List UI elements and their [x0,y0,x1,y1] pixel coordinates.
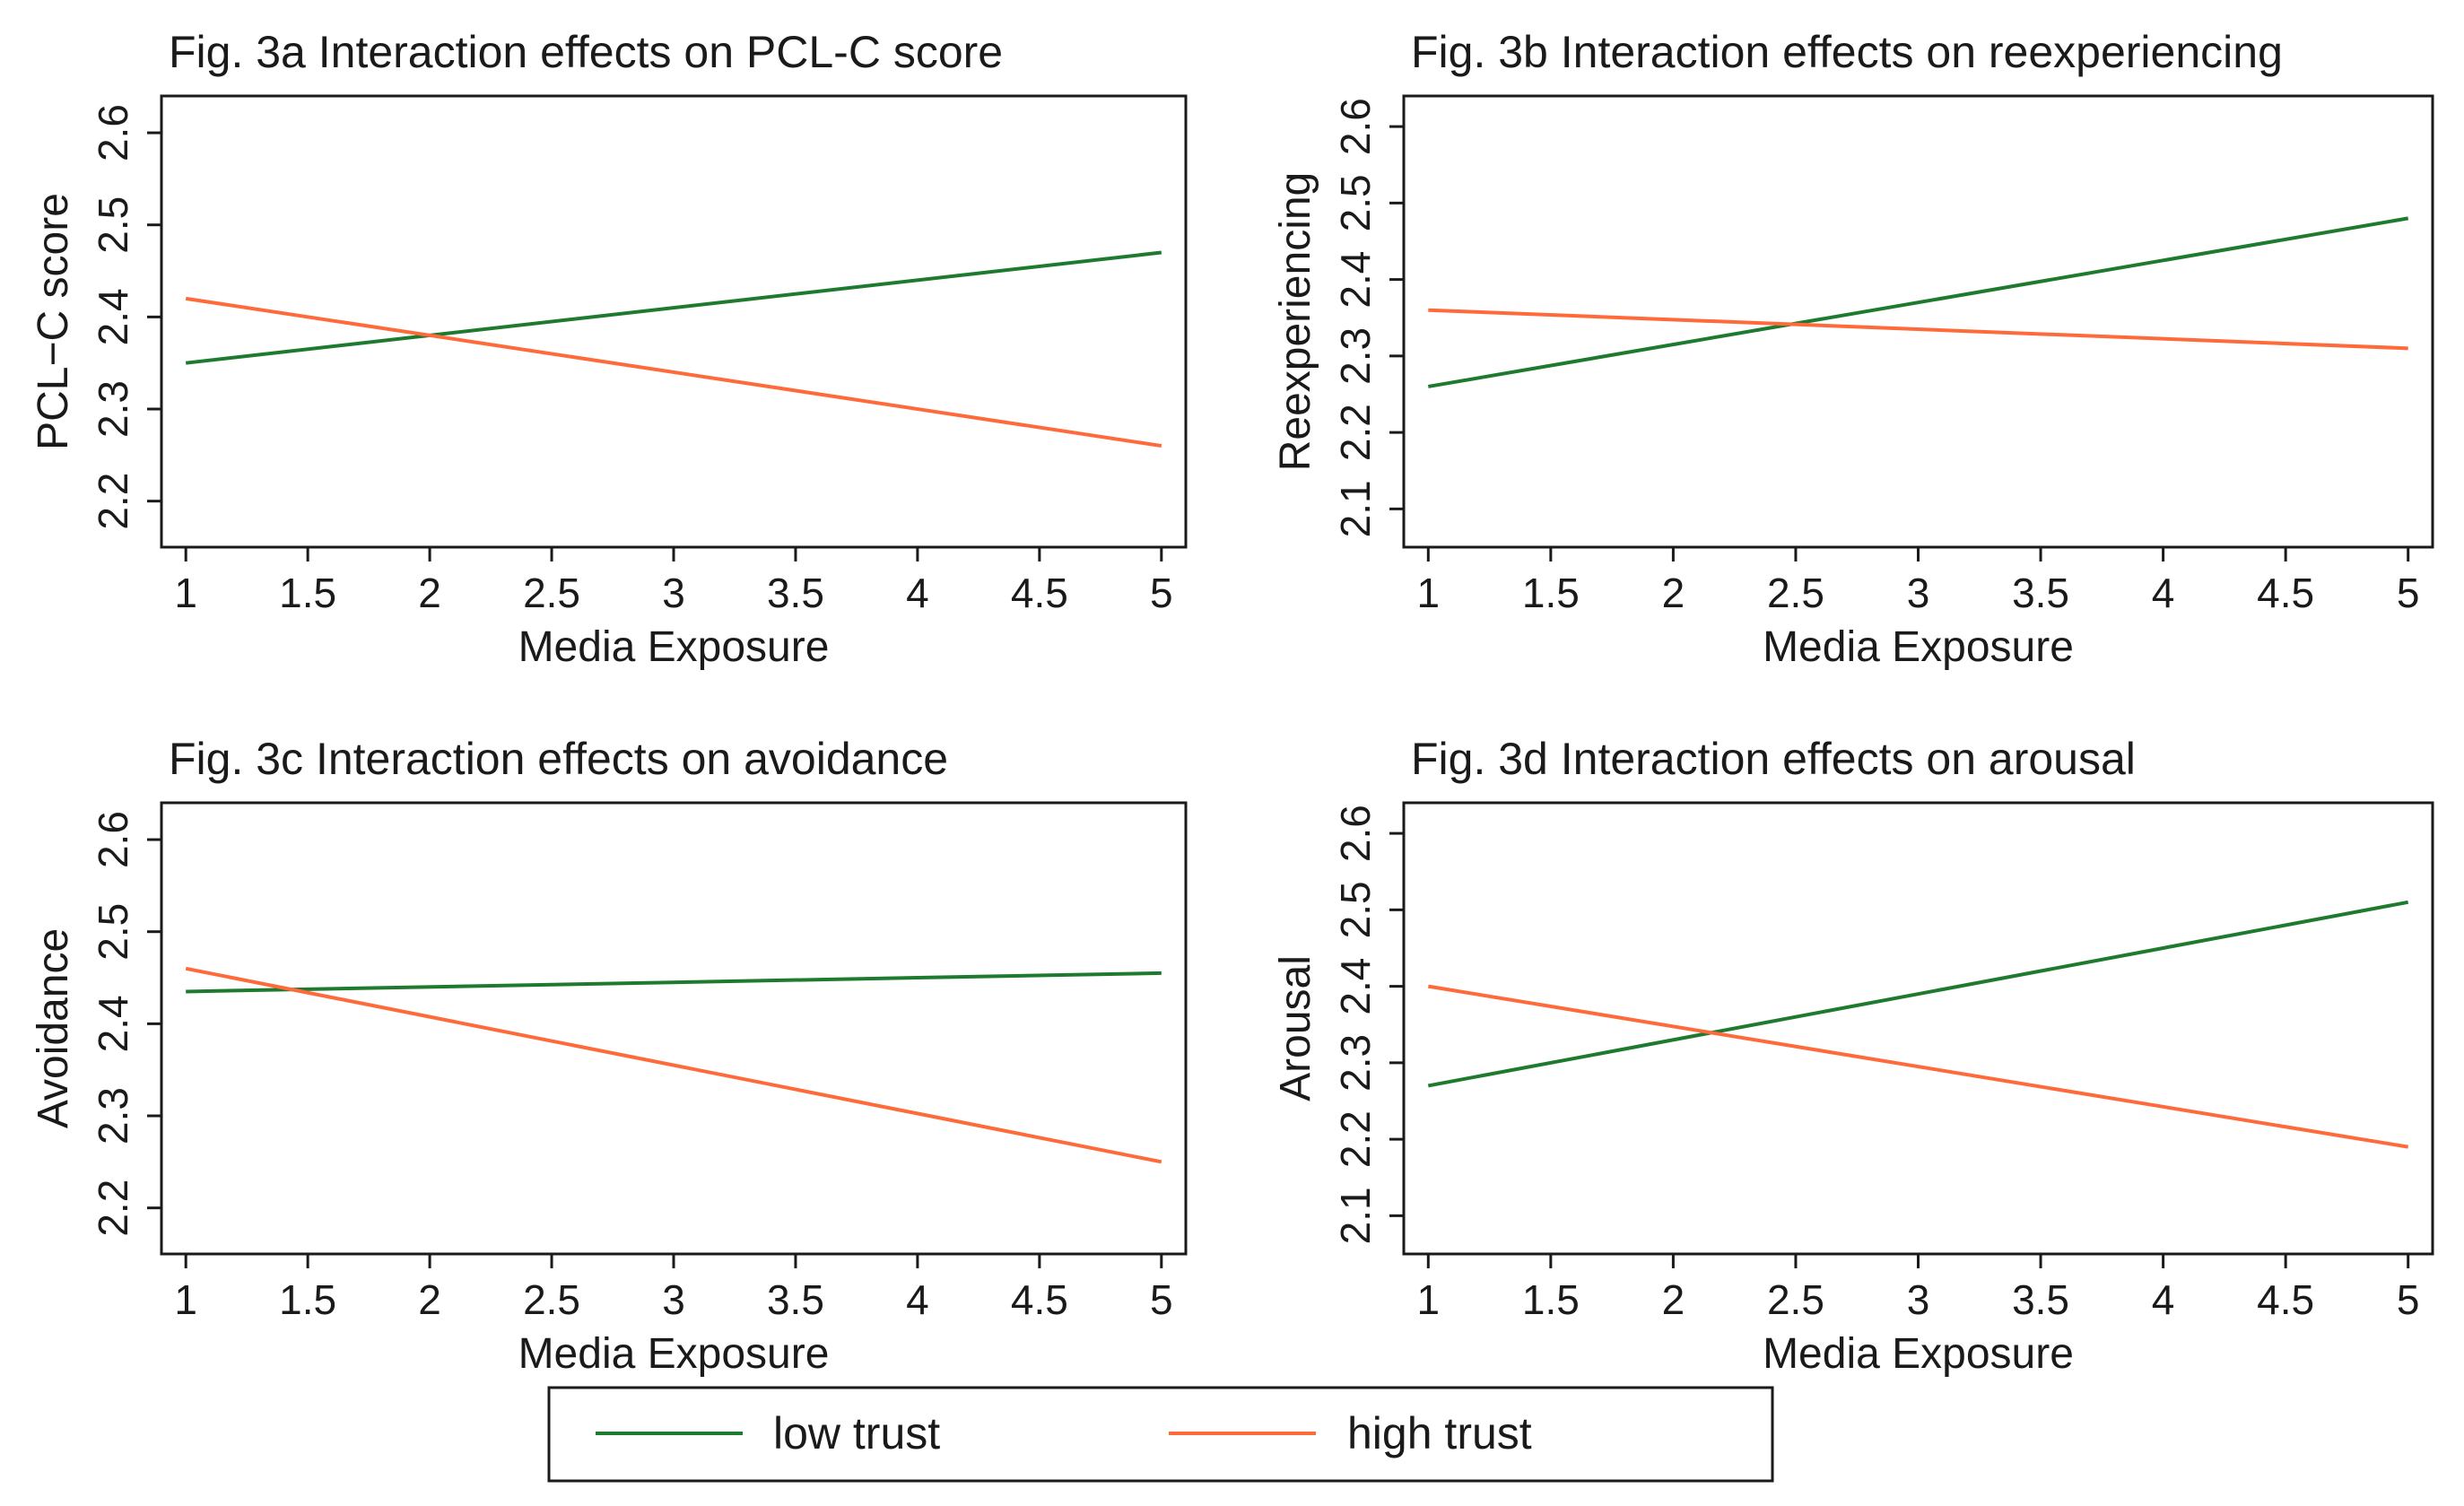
x-tick-label: 1 [174,570,197,616]
series-line-high-trust [1428,308,2408,351]
y-tick-label: 2.1 [1332,1187,1379,1244]
x-tick-label: 3.5 [2012,570,2069,616]
y-tick-label: 2.5 [1332,174,1379,231]
y-tick-label: 2.6 [1332,98,1379,155]
y-tick-label: 2.3 [1332,1034,1379,1092]
y-tick-label: 2.3 [1332,327,1379,385]
x-tick-label: 1.5 [279,570,336,616]
x-tick-label: 3 [662,1276,685,1323]
y-axis-title: PCL−C score [30,193,77,450]
y-tick-label: 2.4 [90,288,136,345]
series-line-high-trust [185,296,1162,448]
y-tick-label: 2.1 [1332,480,1379,537]
x-tick-label: 5 [1150,1276,1173,1323]
y-tick-label: 2.4 [90,995,136,1052]
y-tick-label: 2.6 [1332,805,1379,862]
legend: low trust high trust [547,1386,1774,1483]
chart-panel-2: Fig. 3b Interaction effects on reexperie… [1272,27,2434,671]
y-tick-label: 2.4 [1332,958,1379,1015]
series-line-low-trust [185,250,1162,365]
x-tick-label: 3 [662,570,685,616]
plot-frame [160,94,1188,549]
x-tick-label: 4.5 [2257,1276,2314,1323]
chart-panel-4: Fig. 3d Interaction effects on arousal 1 1… [1272,734,2434,1378]
x-axis-title: Media Exposure [1763,1330,2074,1378]
x-tick-label: 4.5 [2257,570,2314,616]
y-tick-label: 2.5 [90,196,136,254]
x-tick-label: 2.5 [1767,1276,1824,1323]
y-tick-label: 2.2 [1332,1110,1379,1168]
y-tick-label: 2.3 [90,380,136,438]
x-tick-label: 2 [1662,1276,1685,1323]
y-tick-label: 2.5 [1332,881,1379,938]
x-tick-label: 5 [1150,570,1173,616]
chart-title: Fig. 3c Interaction effects on avoidance [169,734,948,784]
x-tick-label: 3.5 [2012,1276,2069,1323]
x-tick-label: 1 [1417,570,1441,616]
x-tick-label: 1.5 [279,1276,336,1323]
plot-frame [160,801,1188,1256]
y-tick-label: 2.6 [90,811,136,868]
y-tick-label: 2.4 [1332,251,1379,309]
x-tick-label: 1.5 [1522,570,1580,616]
x-tick-label: 4 [906,570,929,616]
x-tick-label: 2.5 [523,1276,580,1323]
x-axis-title: Media Exposure [518,623,830,671]
x-tick-label: 3 [1907,570,1930,616]
x-tick-label: 4.5 [1011,1276,1068,1323]
x-tick-label: 5 [2397,570,2420,616]
y-tick-label: 2.2 [90,1180,136,1237]
x-tick-label: 4.5 [1011,570,1068,616]
y-tick-label: 2.5 [90,903,136,961]
plot-frame [1402,801,2434,1256]
series-line-high-trust [1427,984,2409,1149]
x-tick-label: 2.5 [1767,570,1824,616]
y-axis-title: Avoidance [30,928,77,1128]
chart-title: Fig. 3a Interaction effects on PCL-C sco… [169,27,1003,77]
chart-title: Fig. 3d Interaction effects on arousal [1411,734,2136,784]
y-tick-label: 2.2 [90,473,136,530]
y-tick-label: 2.6 [90,104,136,161]
legend-label-low-trust: low trust [773,1408,940,1458]
x-tick-label: 1.5 [1522,1276,1580,1323]
x-tick-label: 1 [1417,1276,1441,1323]
x-axis-title: Media Exposure [518,1330,830,1378]
series-line-low-trust [1427,900,2409,1088]
x-tick-label: 3.5 [767,1276,824,1323]
legend-label-high-trust: high trust [1347,1408,1532,1458]
x-tick-label: 2 [418,570,441,616]
x-tick-label: 4 [2152,570,2175,616]
x-tick-label: 3 [1907,1276,1930,1323]
chart-panel-1: Fig. 3a Interaction effects on PCL-C sco… [30,27,1188,671]
x-tick-label: 5 [2397,1276,2420,1323]
chart-title: Fig. 3b Interaction effects on reexperie… [1411,27,2283,77]
x-tick-label: 1 [174,1276,197,1323]
y-tick-label: 2.2 [1332,404,1379,461]
y-axis-title: Arousal [1272,955,1319,1101]
y-axis-title: Reexperiencing [1272,172,1319,472]
plot-frame [1402,94,2434,549]
x-tick-label: 4 [2152,1276,2175,1323]
series-line-high-trust [185,966,1162,1164]
series-line-low-trust [186,971,1162,994]
y-tick-label: 2.3 [90,1087,136,1145]
x-tick-label: 2.5 [523,570,580,616]
x-tick-label: 2 [418,1276,441,1323]
x-tick-label: 4 [906,1276,929,1323]
x-tick-label: 2 [1662,570,1685,616]
series-line-low-trust [1427,216,2409,388]
x-axis-title: Media Exposure [1763,623,2074,671]
chart-panel-3: Fig. 3c Interaction effects on avoidance… [30,734,1188,1378]
legend-frame [547,1386,1774,1483]
x-tick-label: 3.5 [767,570,824,616]
